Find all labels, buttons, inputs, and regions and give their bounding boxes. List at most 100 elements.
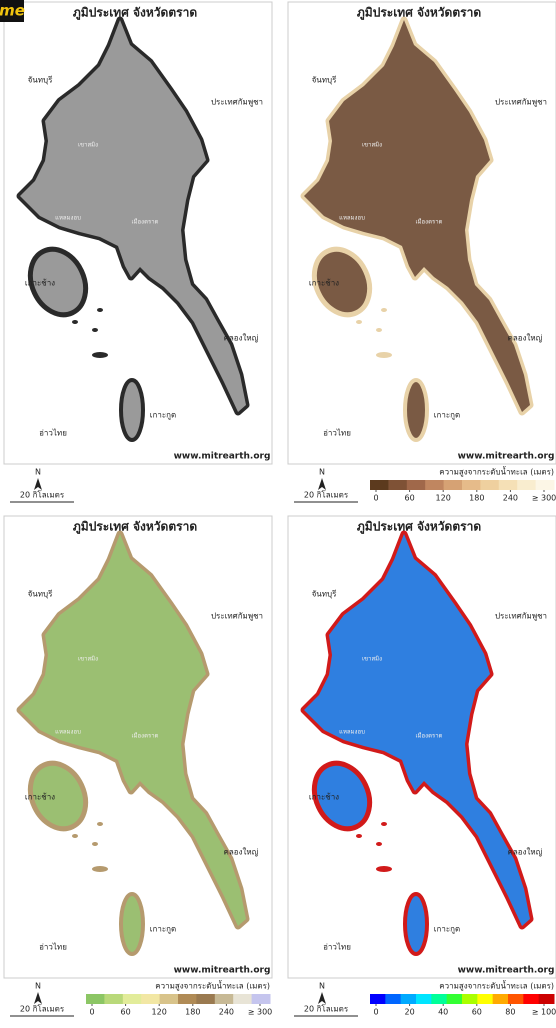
- place-label: ประเทศกัมพูชา: [495, 612, 547, 622]
- island: [119, 892, 145, 956]
- islet: [72, 834, 78, 838]
- place-label: แหลมงอบ: [55, 215, 81, 222]
- place-label: เมืองตราด: [132, 218, 159, 226]
- scale-label: 20 กิโลเมตร: [20, 490, 65, 500]
- legend-tick-label: ≥ 300: [532, 494, 556, 503]
- scale-label: 20 กิโลเมตร: [304, 490, 349, 500]
- province-land: [20, 20, 246, 412]
- north-label: N: [35, 468, 41, 477]
- north-label: N: [319, 468, 325, 477]
- map-title: ภูมิประเทศ จังหวัดตราด: [73, 6, 197, 21]
- legend-swatch: [251, 994, 271, 1004]
- north-arrow: [34, 478, 42, 490]
- legend-tick-label: 240: [219, 1008, 234, 1017]
- logo-box: [0, 0, 24, 22]
- legend-swatch: [431, 994, 448, 1004]
- legend-swatch: [492, 994, 509, 1004]
- website: www.mitrearth.org: [458, 452, 555, 462]
- legend-swatch: [535, 480, 555, 490]
- north-arrow: [318, 478, 326, 490]
- legend-swatch: [477, 994, 494, 1004]
- province-land: [20, 534, 246, 926]
- islet: [376, 352, 392, 358]
- legend-swatch: [425, 480, 445, 490]
- place-label: เกาะกูด: [434, 925, 460, 935]
- place-label: เมืองตราด: [132, 732, 159, 740]
- place-label: อ่าวไทย: [323, 943, 351, 952]
- province-land: [304, 534, 530, 926]
- legend-swatch: [370, 480, 389, 490]
- place-label: อ่าวไทย: [323, 429, 351, 438]
- island: [311, 760, 373, 832]
- legend-swatch: [159, 994, 179, 1004]
- islet: [92, 842, 98, 846]
- place-label: เกาะช้าง: [25, 793, 55, 802]
- place-label: เกาะกูด: [150, 925, 176, 935]
- legend-tick-label: 120: [152, 1008, 167, 1017]
- website: www.mitrearth.org: [458, 966, 555, 976]
- islet: [356, 320, 362, 324]
- place-label: เขาสมิง: [78, 142, 98, 149]
- map-title: ภูมิประเทศ จังหวัดตราด: [357, 6, 481, 21]
- place-label: คลองใหญ่: [224, 848, 259, 857]
- province-land: [304, 20, 530, 412]
- place-label: จันทบุรี: [28, 590, 54, 599]
- legend-title: ความสูงจากระดับน้ำทะเล (เมตร): [439, 466, 554, 478]
- north-arrow: [318, 992, 326, 1004]
- legend-swatch: [388, 480, 408, 490]
- legend-swatch: [122, 994, 142, 1004]
- legend-tick-label: 240: [503, 494, 518, 503]
- place-label: คลองใหญ่: [224, 334, 259, 343]
- place-label: เขาสมิง: [362, 656, 382, 663]
- legend-tick-label: 60: [121, 1008, 131, 1017]
- map-panel: ภูมิประเทศ จังหวัดตราดจันทบุรีประเทศกัมพ…: [3, 515, 273, 1017]
- place-label: คลองใหญ่: [508, 848, 543, 857]
- logo: me: [0, 0, 25, 22]
- legend-swatch: [443, 480, 463, 490]
- legend-swatch: [462, 480, 481, 490]
- legend-tick-label: 20: [405, 1008, 415, 1017]
- place-label: อ่าวไทย: [39, 429, 67, 438]
- place-label: เกาะช้าง: [309, 793, 339, 802]
- place-label: เกาะช้าง: [309, 279, 339, 288]
- islet: [97, 822, 103, 826]
- legend-swatch: [480, 480, 500, 490]
- legend-swatch: [462, 994, 478, 1004]
- islet: [92, 866, 108, 872]
- place-label: จันทบุรี: [312, 76, 338, 85]
- place-label: ประเทศกัมพูชา: [495, 98, 547, 108]
- island: [27, 246, 89, 318]
- islet: [92, 352, 108, 358]
- islet: [97, 308, 103, 312]
- islet: [356, 834, 362, 838]
- legend-title: ความสูงจากระดับน้ำทะเล (เมตร): [155, 980, 270, 992]
- place-label: ประเทศกัมพูชา: [211, 98, 263, 108]
- legend-swatch: [233, 994, 253, 1004]
- legend-swatch: [214, 994, 234, 1004]
- place-label: เขาสมิง: [78, 656, 98, 663]
- legend-swatch: [141, 994, 161, 1004]
- islet: [72, 320, 78, 324]
- legend-swatch: [86, 994, 105, 1004]
- islet: [376, 842, 382, 846]
- island: [403, 892, 429, 956]
- islet: [92, 328, 98, 332]
- place-label: แหลมงอบ: [55, 729, 81, 736]
- north-label: N: [35, 982, 41, 991]
- island: [403, 378, 429, 442]
- place-label: ประเทศกัมพูชา: [211, 612, 263, 622]
- north-arrow: [34, 992, 42, 1004]
- legend-swatch: [523, 994, 540, 1004]
- place-label: แหลมงอบ: [339, 729, 365, 736]
- map-panel: ภูมิประเทศ จังหวัดตราดจันทบุรีประเทศกัมพ…: [287, 515, 556, 1017]
- legend-tick-label: 180: [469, 494, 484, 503]
- legend-swatch: [446, 994, 463, 1004]
- legend-tick-label: 60: [472, 1008, 482, 1017]
- legend-swatch: [538, 994, 555, 1004]
- map-title: ภูมิประเทศ จังหวัดตราด: [73, 520, 197, 535]
- map-panel: ภูมิประเทศ จังหวัดตราดจันทบุรีประเทศกัมพ…: [3, 1, 273, 503]
- website: www.mitrearth.org: [174, 966, 271, 976]
- legend-tick-label: 0: [373, 494, 378, 503]
- legend-swatch: [416, 994, 432, 1004]
